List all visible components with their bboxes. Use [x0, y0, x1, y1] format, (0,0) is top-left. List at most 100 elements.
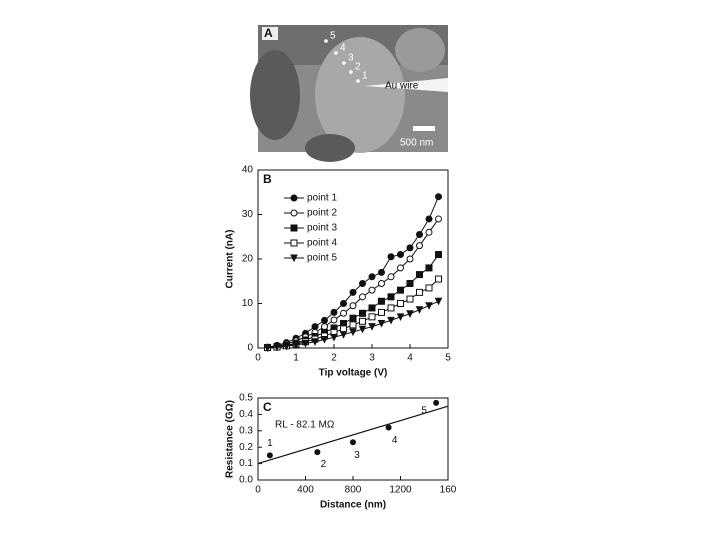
micrograph-region: [250, 50, 300, 140]
point-label: 2: [321, 459, 327, 470]
panel-label: C: [263, 400, 272, 414]
legend-marker: [290, 254, 298, 263]
y-tick-label: 0.4: [239, 409, 253, 420]
annotation: RL - 82.1 MΩ: [275, 420, 335, 431]
marker: [368, 286, 376, 294]
marker: [321, 316, 328, 324]
marker: [359, 279, 366, 287]
micrograph-region: [395, 28, 445, 72]
probe-point: [334, 51, 338, 55]
marker: [349, 302, 357, 310]
marker: [415, 306, 424, 314]
point-label: 1: [362, 71, 368, 82]
plot-frame: [257, 397, 449, 481]
legend-marker: [290, 224, 298, 232]
scale-bar-label: 500 nm: [400, 138, 433, 149]
point-label: 5: [330, 31, 336, 42]
marker: [368, 273, 376, 281]
marker: [330, 316, 338, 324]
marker: [425, 228, 433, 236]
marker: [406, 310, 414, 318]
marker: [406, 244, 414, 252]
marker: [406, 295, 414, 303]
y-tick-label: 0: [247, 343, 253, 354]
marker: [406, 279, 414, 287]
y-tick-label: 10: [242, 298, 254, 309]
point-label: 4: [392, 435, 398, 446]
marker: [435, 251, 442, 259]
marker: [340, 325, 347, 333]
marker: [330, 308, 338, 316]
x-tick-label: 2: [331, 353, 337, 364]
x-tick-label: 0: [255, 353, 261, 364]
marker: [396, 313, 405, 321]
y-axis-label: Resistance (GΩ): [225, 400, 236, 478]
fit-line: [257, 405, 449, 465]
point-label: 5: [421, 406, 427, 417]
marker: [378, 308, 385, 316]
marker: [349, 328, 357, 337]
marker: [416, 271, 423, 279]
marker: [282, 342, 291, 351]
marker: [416, 288, 423, 296]
marker: [387, 293, 395, 301]
marker: [301, 340, 310, 348]
x-tick-label: 400: [297, 485, 314, 496]
marker: [435, 275, 442, 283]
point-label: 4: [340, 43, 346, 54]
marker: [359, 309, 366, 317]
x-tick-label: 0: [255, 485, 261, 496]
marker: [435, 193, 442, 201]
marker: [349, 321, 357, 329]
marker: [406, 255, 414, 263]
data-point: [385, 424, 392, 431]
marker: [340, 300, 347, 307]
y-tick-label: 0.3: [239, 425, 253, 436]
x-axis-label: Distance (nm): [320, 500, 386, 511]
marker: [378, 279, 385, 287]
point-label: 3: [348, 53, 354, 64]
panel-label: B: [263, 172, 272, 186]
marker: [425, 302, 433, 310]
marker: [368, 323, 376, 331]
marker: [425, 215, 433, 223]
marker: [378, 297, 385, 305]
y-axis-label: Current (nA): [225, 230, 236, 289]
au-wire: [365, 78, 448, 92]
x-tick-label: 1: [293, 353, 299, 364]
marker: [339, 331, 348, 339]
data-point: [314, 449, 321, 456]
marker: [377, 320, 386, 328]
marker: [387, 304, 395, 312]
marker: [340, 309, 347, 317]
marker: [397, 300, 404, 307]
legend-label: point 5: [307, 253, 337, 264]
wire-label: Au wire: [385, 81, 419, 92]
probe-point: [349, 70, 353, 74]
marker: [358, 325, 367, 334]
marker: [349, 314, 357, 322]
point-label: 2: [355, 62, 361, 73]
x-tick-label: 800: [345, 485, 362, 496]
panel-label: A: [264, 26, 273, 40]
marker: [425, 284, 433, 292]
marker: [397, 264, 404, 272]
micrograph-region: [305, 134, 355, 162]
x-tick-label: 5: [445, 353, 451, 364]
x-tick-label: 1200: [389, 485, 412, 496]
marker: [435, 215, 442, 223]
point-label: 1: [267, 438, 273, 449]
marker: [387, 316, 395, 325]
marker: [425, 264, 433, 272]
probe-point: [342, 61, 346, 65]
marker: [416, 231, 423, 239]
marker: [330, 333, 338, 342]
data-point: [350, 439, 356, 446]
scale-bar: [413, 126, 435, 131]
legend-marker: [290, 239, 298, 247]
panel-a-image: A: [250, 25, 448, 162]
marker: [263, 344, 272, 353]
y-tick-label: 30: [242, 209, 254, 220]
data-point: [433, 399, 440, 406]
